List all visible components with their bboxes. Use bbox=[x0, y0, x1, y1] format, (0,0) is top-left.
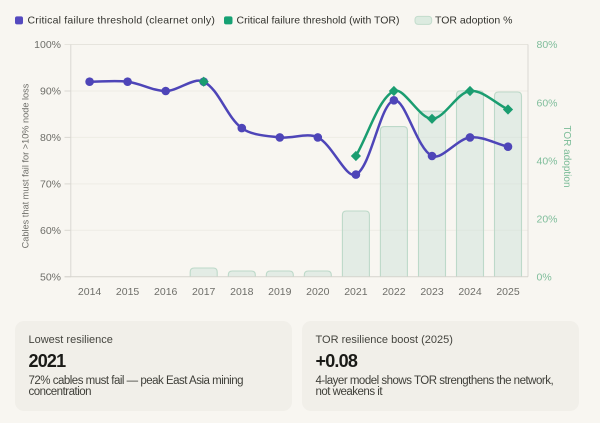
svg-text:60%: 60% bbox=[537, 97, 558, 109]
svg-text:Critical failure threshold (cl: Critical failure threshold (clearnet onl… bbox=[28, 14, 216, 26]
svg-text:2019: 2019 bbox=[268, 286, 292, 298]
svg-text:2016: 2016 bbox=[154, 286, 178, 298]
svg-text:2018: 2018 bbox=[230, 286, 254, 298]
svg-text:2022: 2022 bbox=[382, 286, 406, 298]
svg-text:60%: 60% bbox=[40, 225, 61, 237]
svg-text:2014: 2014 bbox=[78, 286, 102, 298]
svg-text:2025: 2025 bbox=[496, 286, 520, 298]
svg-text:Cables that must fail for >10%: Cables that must fail for >10% node loss bbox=[21, 83, 31, 248]
svg-text:90%: 90% bbox=[40, 86, 61, 98]
svg-text:40%: 40% bbox=[537, 155, 558, 167]
svg-text:0%: 0% bbox=[537, 272, 552, 284]
svg-text:80%: 80% bbox=[40, 132, 61, 144]
svg-text:2024: 2024 bbox=[458, 286, 482, 298]
svg-text:2017: 2017 bbox=[192, 286, 216, 298]
svg-text:100%: 100% bbox=[34, 39, 61, 51]
svg-text:70%: 70% bbox=[40, 179, 61, 191]
svg-text:50%: 50% bbox=[40, 272, 61, 284]
svg-text:TOR adoption %: TOR adoption % bbox=[435, 14, 512, 26]
svg-text:TOR adoption: TOR adoption bbox=[561, 125, 572, 187]
svg-text:Critical failure threshold (wi: Critical failure threshold (with TOR) bbox=[237, 14, 400, 26]
svg-text:2021: 2021 bbox=[344, 286, 368, 298]
svg-text:2015: 2015 bbox=[116, 286, 140, 298]
svg-text:20%: 20% bbox=[537, 213, 558, 225]
svg-text:80%: 80% bbox=[537, 39, 558, 51]
svg-text:2023: 2023 bbox=[420, 286, 444, 298]
svg-text:2020: 2020 bbox=[306, 286, 330, 298]
